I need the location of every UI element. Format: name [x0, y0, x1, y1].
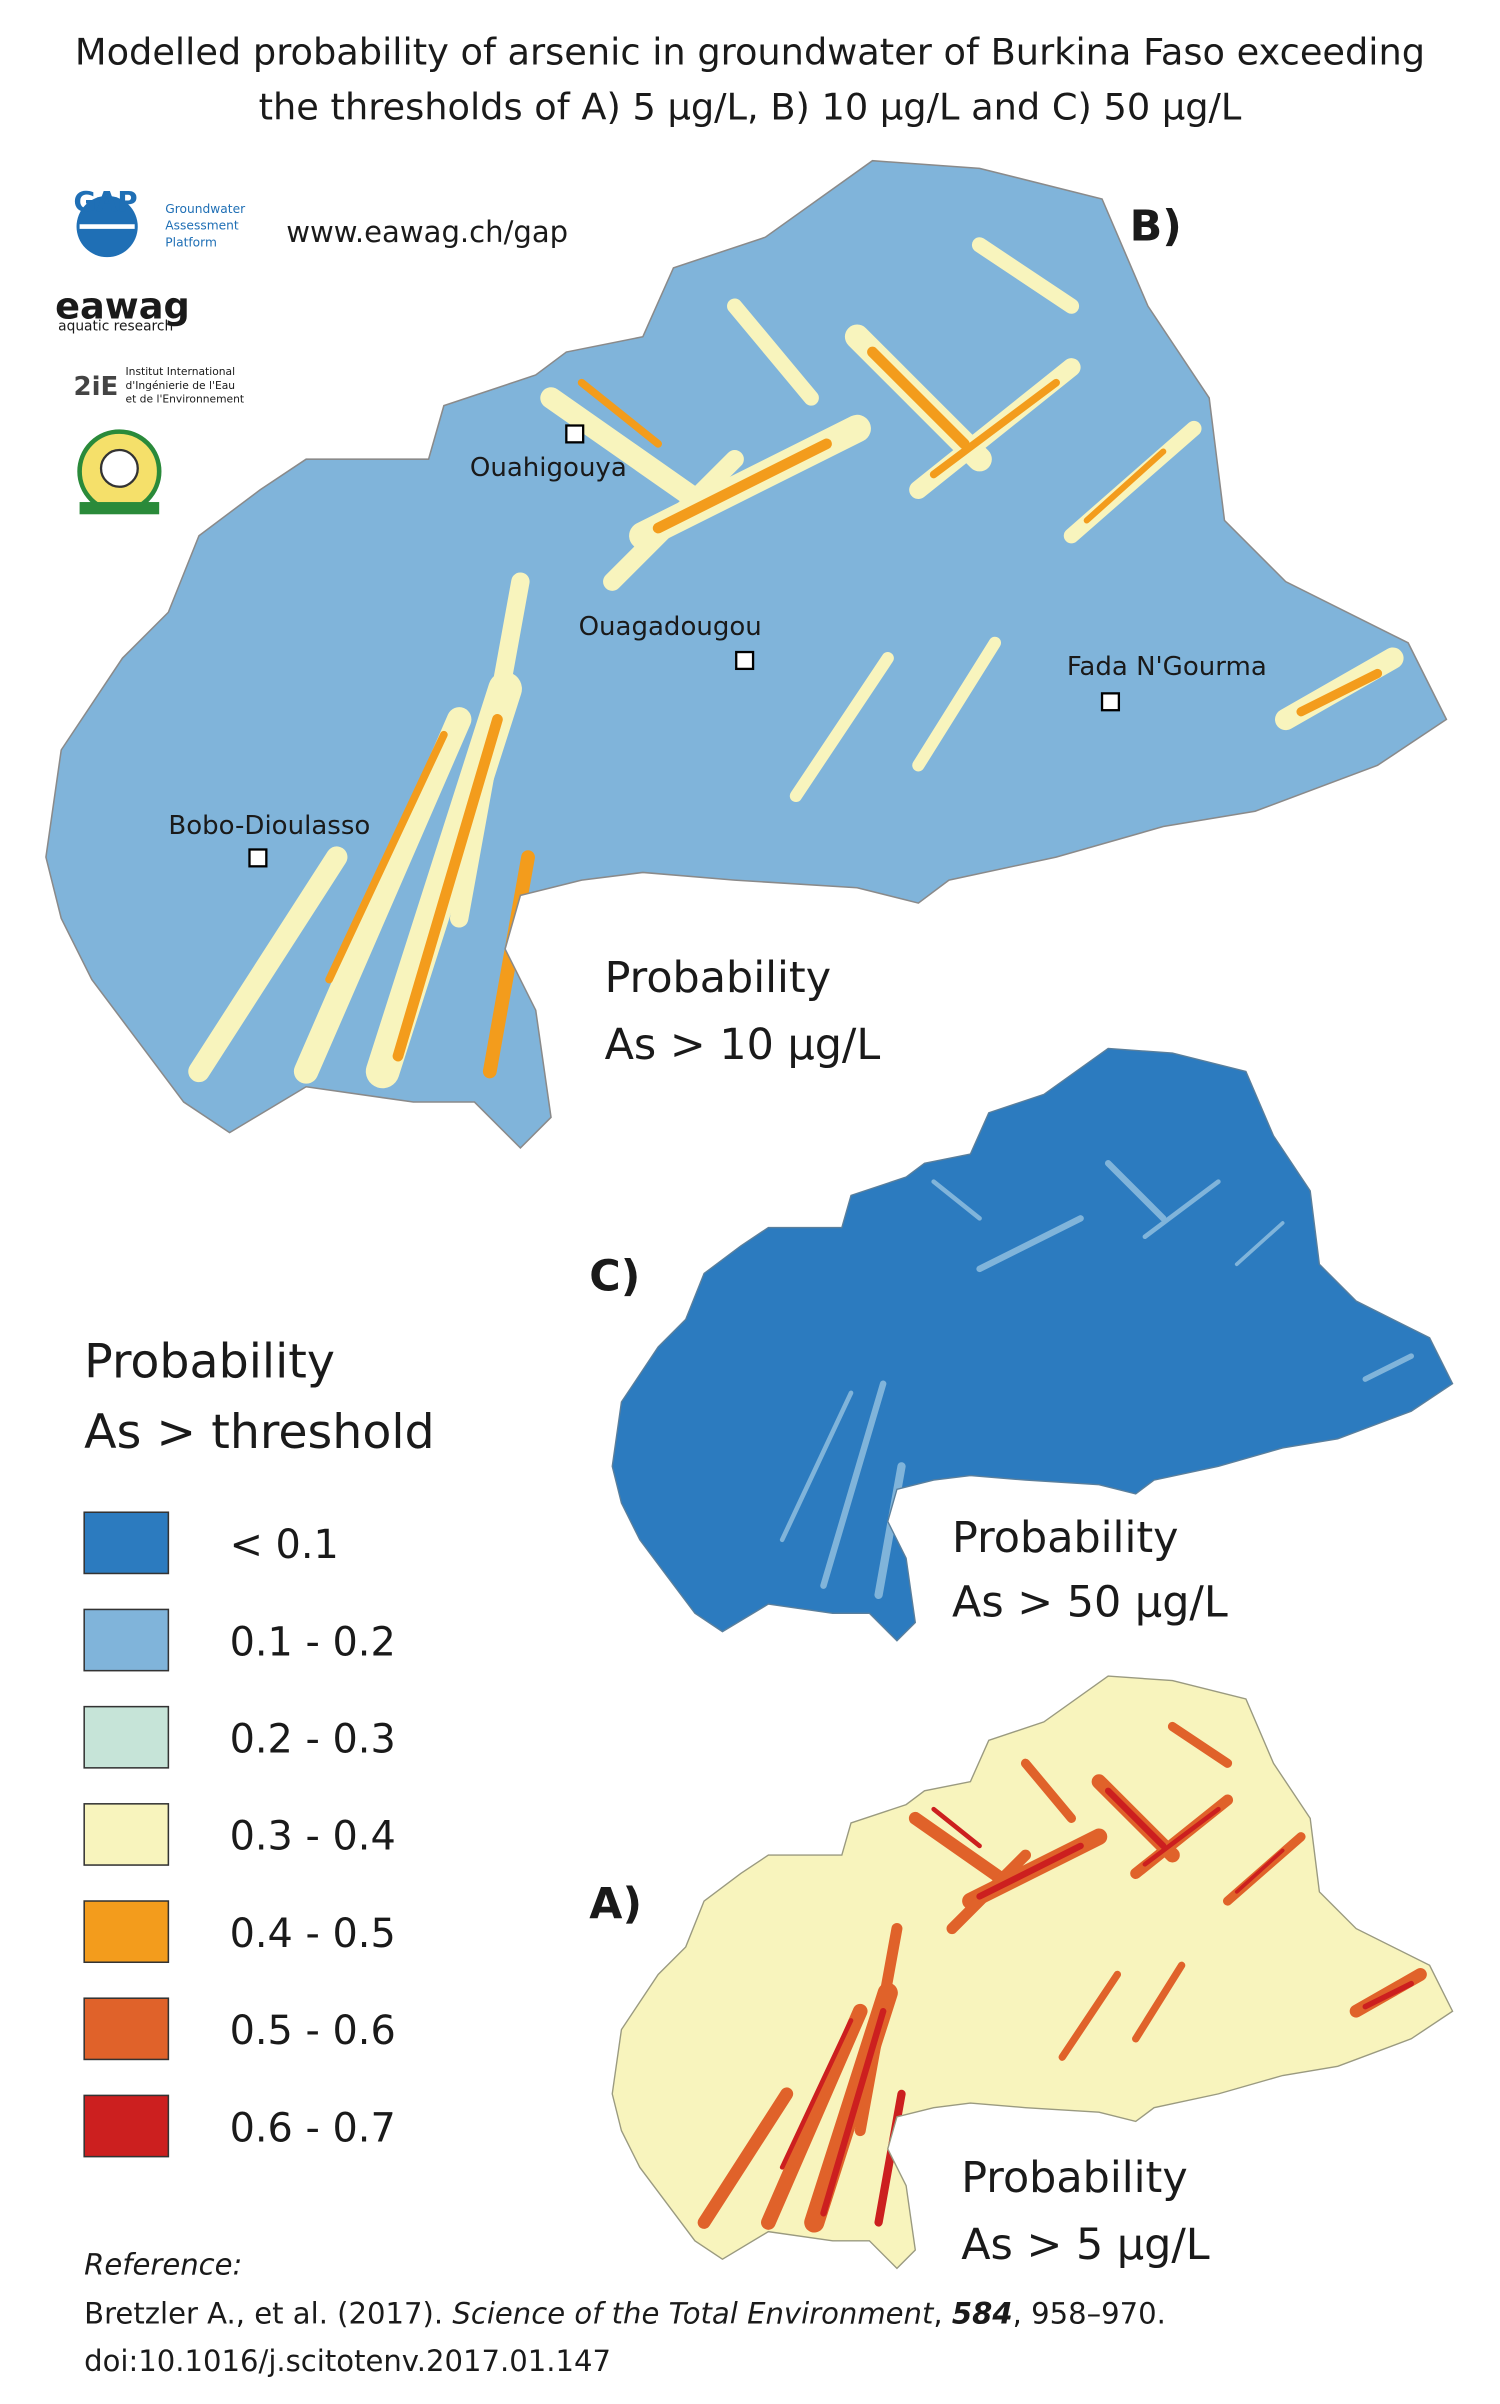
- legend-label: 0.6 - 0.7: [230, 2105, 396, 2151]
- legend-swatch: [83, 1608, 170, 1672]
- panel-label: A): [589, 1879, 642, 1929]
- eawag-name: eawag: [55, 284, 190, 327]
- gap-subtitle: Groundwater: [165, 202, 246, 216]
- legend-label: < 0.1: [230, 1522, 339, 1568]
- map-label: As > 5 µg/L: [961, 2220, 1210, 2270]
- legend-label: 0.3 - 0.4: [230, 1814, 396, 1860]
- legend-title: Probability: [84, 1335, 335, 1390]
- map-b: Ouahigouya Ouagadougou Fada N'Gourma Bob…: [45, 159, 1448, 1149]
- reference-heading: Reference:: [84, 2247, 242, 2281]
- legend-label: 0.5 - 0.6: [230, 2008, 396, 2054]
- legend-title: As > threshold: [84, 1405, 434, 1460]
- reference-journal: Science of the Total Environment: [452, 2296, 935, 2330]
- reference-volume: 584: [952, 2296, 1013, 2330]
- map-c: C) Probability As > 50 µg/L: [589, 1047, 1454, 1642]
- gap-subtitle: Platform: [165, 235, 217, 249]
- institute-subtitle: d'Ingénierie de l'Eau: [126, 379, 236, 392]
- institute-subtitle: et de l'Environnement: [126, 393, 245, 406]
- reference-doi: doi:10.1016/j.scitotenv.2017.01.147: [84, 2344, 611, 2378]
- legend-swatch: [83, 2094, 170, 2158]
- legend-label: 0.1 - 0.2: [230, 1619, 396, 1665]
- legend-label: 0.2 - 0.3: [230, 1717, 396, 1763]
- reference-citation: Bretzler A., et al. (2017). Science of t…: [84, 2296, 1166, 2330]
- institute-name: 2iE: [73, 372, 118, 402]
- emblem: [77, 429, 162, 515]
- map-label: Probability: [961, 2153, 1187, 2203]
- reference-pages: 958–970.: [1031, 2296, 1166, 2330]
- city-label: Ouagadougou: [579, 612, 762, 642]
- title-line: the thresholds of A) 5 µg/L, B) 10 µg/L …: [259, 85, 1242, 128]
- eawag-subtitle: aquatic research: [58, 319, 173, 335]
- legend-swatch: [83, 1997, 170, 2061]
- city-label: Bobo-Dioulasso: [168, 811, 370, 841]
- map-label: As > 10 µg/L: [605, 1020, 881, 1070]
- map-label: Probability: [952, 1513, 1178, 1563]
- legend-swatch: [83, 1511, 170, 1575]
- panel-label: B): [1130, 201, 1182, 251]
- title-line: Modelled probability of arsenic in groun…: [75, 30, 1425, 73]
- legend: Probability As > threshold < 0.1 0.1 - 0.…: [83, 1335, 435, 2158]
- map-label: As > 50 µg/L: [952, 1577, 1228, 1627]
- url: www.eawag.ch/gap: [286, 215, 568, 249]
- legend-swatch: [83, 1900, 170, 1964]
- institute-subtitle: Institut International: [126, 365, 236, 378]
- gap-logo: GAP Groundwater Assessment Platform: [73, 186, 246, 258]
- legend-swatch: [83, 1803, 170, 1866]
- gap-name: GAP: [73, 186, 137, 218]
- map-a: A) Probability As > 5 µg/L: [589, 1675, 1454, 2270]
- gap-subtitle: Assessment: [165, 219, 239, 233]
- legend-swatch: [83, 1705, 170, 1769]
- map-label: Probability: [605, 953, 831, 1003]
- legend-label: 0.4 - 0.5: [230, 1911, 396, 1957]
- city-label: Ouahigouya: [470, 453, 627, 483]
- reference-authors: Bretzler A., et al. (2017).: [84, 2296, 452, 2330]
- panel-label: C): [589, 1251, 640, 1301]
- city-label: Fada N'Gourma: [1067, 652, 1267, 682]
